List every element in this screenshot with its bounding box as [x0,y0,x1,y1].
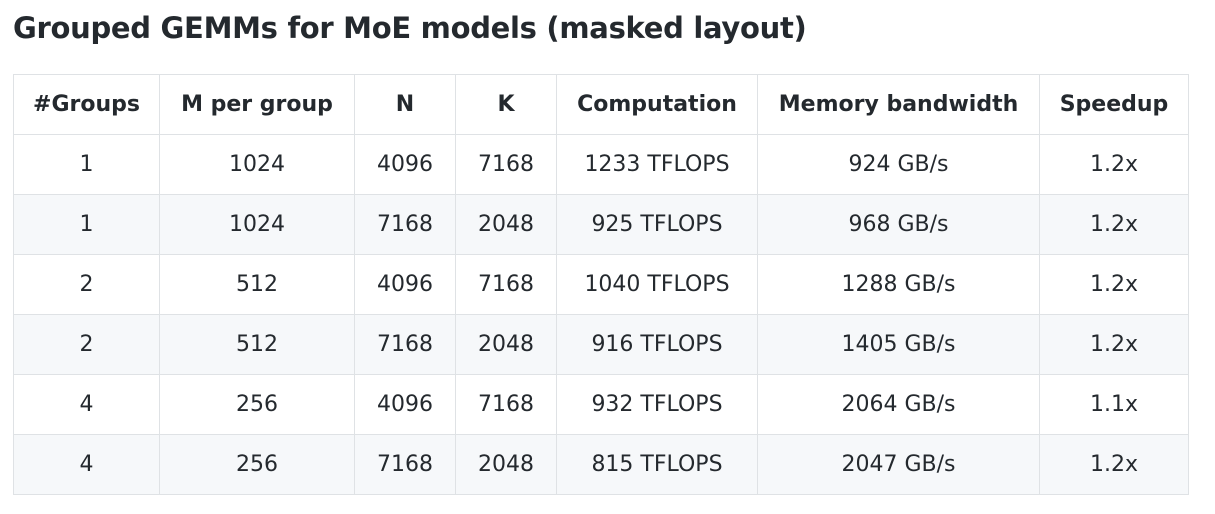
column-header: M per group [159,74,355,135]
table-row: 4 256 7168 2048 815 TFLOPS 2047 GB/s 1.2x [13,434,1189,495]
table-cell: 2 [13,254,160,315]
table-cell: 256 [159,434,355,495]
table-cell: 7168 [455,374,557,435]
table-row: 1 1024 7168 2048 925 TFLOPS 968 GB/s 1.2x [13,194,1189,255]
table-cell: 4 [13,374,160,435]
table-cell: 1.1x [1039,374,1189,435]
table-cell: 1233 TFLOPS [556,134,758,195]
table-cell: 512 [159,254,355,315]
column-header: #Groups [13,74,160,135]
table-cell: 7168 [354,194,456,255]
table-cell: 4096 [354,134,456,195]
table-cell: 1 [13,194,160,255]
table-cell: 1024 [159,194,355,255]
header-row: #Groups M per group N K Computation Memory ba… [13,74,1189,135]
table-body: 1 1024 4096 7168 1233 TFLOPS 924 GB/s 1.2x 1 102… [13,134,1189,495]
column-header: K [455,74,557,135]
table-row: 2 512 4096 7168 1040 TFLOPS 1288 GB/s 1.2x [13,254,1189,315]
table-cell: 1024 [159,134,355,195]
table-cell: 7168 [354,434,456,495]
table-cell: 815 TFLOPS [556,434,758,495]
results-table: #Groups M per group N K Computation Memory ba… [13,74,1189,495]
table-cell: 1.2x [1039,434,1189,495]
table-cell: 1.2x [1039,134,1189,195]
table-cell: 7168 [455,254,557,315]
table-cell: 1040 TFLOPS [556,254,758,315]
column-header: Computation [556,74,758,135]
table-row: 2 512 7168 2048 916 TFLOPS 1405 GB/s 1.2x [13,314,1189,375]
table-cell: 1.2x [1039,314,1189,375]
column-header: Speedup [1039,74,1189,135]
table-cell: 2064 GB/s [757,374,1040,435]
table-cell: 1.2x [1039,254,1189,315]
table-cell: 7168 [354,314,456,375]
table-cell: 2048 [455,314,557,375]
table-cell: 7168 [455,134,557,195]
table-cell: 924 GB/s [757,134,1040,195]
table-cell: 256 [159,374,355,435]
table-cell: 2047 GB/s [757,434,1040,495]
section-title: Grouped GEMMs for MoE models (masked lay… [13,11,807,45]
table-cell: 4096 [354,254,456,315]
table-row: 4 256 4096 7168 932 TFLOPS 2064 GB/s 1.1x [13,374,1189,435]
table-cell: 968 GB/s [757,194,1040,255]
table-cell: 925 TFLOPS [556,194,758,255]
table-head: #Groups M per group N K Computation Memory ba… [13,74,1189,135]
table-cell: 932 TFLOPS [556,374,758,435]
table-cell: 4096 [354,374,456,435]
table-cell: 1.2x [1039,194,1189,255]
table-cell: 2048 [455,434,557,495]
column-header: N [354,74,456,135]
table-cell: 2 [13,314,160,375]
table-cell: 2048 [455,194,557,255]
table-cell: 1405 GB/s [757,314,1040,375]
table-cell: 4 [13,434,160,495]
table-cell: 916 TFLOPS [556,314,758,375]
table-cell: 1288 GB/s [757,254,1040,315]
table-cell: 1 [13,134,160,195]
column-header: Memory bandwidth [757,74,1040,135]
table-row: 1 1024 4096 7168 1233 TFLOPS 924 GB/s 1.2x [13,134,1189,195]
table-cell: 512 [159,314,355,375]
